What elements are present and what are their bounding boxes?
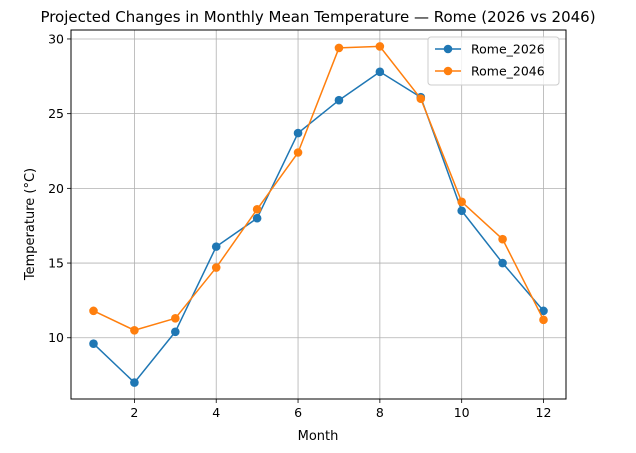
data-point <box>457 206 466 216</box>
data-point <box>211 242 221 251</box>
legend-marker <box>443 66 453 76</box>
data-point <box>334 95 344 105</box>
legend-marker <box>443 44 453 54</box>
data-point <box>171 327 180 337</box>
x-tick-label: 10 <box>454 405 470 420</box>
data-point <box>539 306 548 316</box>
data-point <box>293 148 303 157</box>
data-point <box>293 128 303 138</box>
data-point <box>130 378 139 387</box>
x-tick-label: 8 <box>376 405 384 420</box>
data-point <box>375 67 385 77</box>
data-point <box>498 234 507 244</box>
tick-layer: 2 4 6 8 10 12 10 15 20 25 30 <box>48 31 551 420</box>
data-point <box>89 339 98 349</box>
x-tick-label: 2 <box>130 405 138 420</box>
x-axis-label: Month <box>298 429 339 444</box>
legend: Rome_2026 Rome_2046 <box>427 36 560 86</box>
y-tick-label: 30 <box>48 31 64 46</box>
data-point <box>89 306 98 316</box>
legend-label: Rome_2046 <box>471 64 545 79</box>
series-line-rome-2026 <box>92 71 545 384</box>
y-tick-label: 25 <box>48 106 64 121</box>
y-tick-label: 15 <box>48 256 64 271</box>
data-point <box>130 325 139 335</box>
series-layer <box>89 42 548 387</box>
x-tick-label: 12 <box>536 405 552 420</box>
x-tick-label: 6 <box>294 405 302 420</box>
data-point <box>498 258 507 268</box>
x-tick-label: 4 <box>212 405 220 420</box>
data-point <box>171 314 180 323</box>
y-tick-label: 10 <box>48 330 64 345</box>
data-point <box>416 94 426 104</box>
series-line-rome-2046 <box>93 45 545 332</box>
data-point <box>457 197 466 207</box>
data-point <box>252 213 262 223</box>
data-point <box>539 315 548 325</box>
data-point <box>375 42 385 51</box>
data-point <box>252 204 262 214</box>
y-axis-label: Temperature (°C) <box>23 168 38 281</box>
data-point <box>211 263 221 272</box>
legend-label: Rome_2026 <box>471 42 545 57</box>
chart-title: Projected Changes in Monthly Mean Temper… <box>40 8 595 26</box>
data-point <box>334 43 344 53</box>
plot-frame <box>70 29 567 400</box>
y-tick-label: 20 <box>48 181 64 196</box>
